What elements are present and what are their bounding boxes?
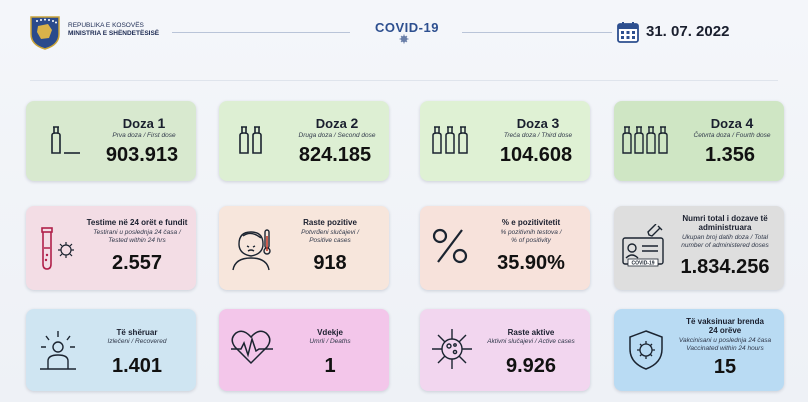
header-virus-icon	[399, 34, 409, 44]
vial-1-icon	[51, 126, 80, 154]
positivity-subtitle-sr: % pozitivnih testova /	[500, 229, 562, 236]
recovered-subtitle: Izlečeni / Recovered	[107, 338, 167, 345]
vaccination-card-icon: COVID-19	[622, 224, 664, 267]
vial-4-icon	[622, 126, 668, 154]
card-dose-1: Doza 1 Prva doza / First dose 903.913	[26, 101, 196, 181]
card-dose-3: Doza 3 Treća doza / Third dose 104.608	[420, 101, 590, 181]
deaths-subtitle: Umrli / Deaths	[309, 338, 351, 345]
dose-2-title: Doza 2	[315, 115, 359, 131]
total-doses-value: 1.834.256	[680, 256, 770, 278]
vaccinated-24h-title: Të vaksinuar brenda 24 orëve	[666, 317, 784, 335]
vaccinated-24h-subtitle-en: Vaccinated within 24 hours	[686, 345, 764, 352]
ministry-name: REPUBLIKA E KOSOVËS MINISTRIA E SHËNDETË…	[68, 22, 159, 38]
recovered-value: 1.401	[111, 355, 163, 377]
active-title: Raste aktive	[507, 328, 555, 337]
card-recovered: Të shëruar Izlečeni / Recovered 1.401	[26, 309, 196, 391]
card-total-doses: COVID-19 Numri total i dozave të adminis…	[614, 206, 784, 290]
header-divider	[30, 80, 778, 81]
card-positive: Raste pozitive Potvrđeni slučajevi / Pos…	[219, 206, 389, 290]
recovered-person-icon	[40, 331, 76, 370]
header: REPUBLIKA E KOSOVËS MINISTRIA E SHËNDETË…	[0, 0, 808, 60]
total-doses-subtitle-sr: Ukupan broj datih doza / Total	[681, 234, 769, 241]
total-doses-title-line1: Numri total i dozave të	[682, 214, 768, 223]
card-tests: Testime në 24 orët e fundit Testirani u …	[26, 206, 196, 290]
total-doses-title-line2: administruara	[698, 223, 752, 232]
dose-3-title: Doza 3	[516, 115, 560, 131]
calendar-icon	[617, 22, 639, 43]
positivity-value: 35.90%	[497, 252, 565, 274]
kosovo-emblem-icon	[30, 16, 60, 50]
dose-1-value: 903.913	[105, 144, 179, 166]
deaths-value: 1	[324, 355, 336, 377]
card-dose-2: Doza 2 Druga doza / Second dose 824.185	[219, 101, 389, 181]
vaccinated-24h-title-line2: 24 orëve	[708, 326, 742, 335]
dose-3-subtitle: Treća doza / Third dose	[503, 132, 573, 139]
tests-title: Testime në 24 orët e fundit	[86, 218, 188, 227]
vaccinated-24h-subtitle-sr: Vakcinisani u poslednja 24 časa	[678, 337, 772, 344]
dose-1-title: Doza 1	[122, 115, 166, 131]
sick-person-icon	[232, 229, 271, 271]
report-date: 31. 07. 2022	[646, 23, 730, 40]
card-active: Raste aktive Aktivni slučajevi / Active …	[420, 309, 590, 391]
heartbeat-icon	[231, 330, 273, 365]
positivity-subtitle: % pozitivnih testova / % of positivity	[472, 229, 590, 245]
positive-subtitle: Potvrđeni slučajevi / Positive cases	[271, 229, 389, 245]
positive-subtitle-sr: Potvrđeni slučajevi /	[301, 229, 359, 236]
ministry-country: REPUBLIKA E KOSOVËS	[68, 22, 144, 29]
test-tube-icon	[41, 227, 74, 270]
card-deaths: Vdekje Umrli / Deaths 1	[219, 309, 389, 391]
tests-subtitle: Testirani u poslednja 24 časa / Tested w…	[78, 229, 196, 245]
total-doses-subtitle: Ukupan broj datih doza / Total number of…	[666, 234, 784, 250]
total-doses-title: Numri total i dozave të administruara	[666, 214, 784, 232]
shield-virus-icon	[629, 330, 663, 370]
dose-4-title: Doza 4	[710, 115, 754, 131]
header-line-left	[172, 32, 350, 33]
svg-text:COVID-19: COVID-19	[631, 261, 654, 267]
active-subtitle: Aktivni slučajevi / Active cases	[487, 338, 575, 345]
positivity-title: % e pozitivitetit	[501, 218, 561, 227]
header-line-right	[462, 32, 612, 33]
positive-subtitle-en: Positive cases	[309, 237, 351, 244]
deaths-title: Vdekje	[317, 328, 343, 337]
percent-icon	[432, 228, 468, 264]
vaccinated-24h-value: 15	[713, 356, 737, 378]
dose-1-subtitle: Prva doza / First dose	[112, 132, 176, 139]
vaccinated-24h-subtitle: Vakcinisani u poslednja 24 časa Vaccinat…	[666, 337, 784, 353]
card-dose-4: Doza 4 Četvrta doza / Fourth dose 1.356	[614, 101, 784, 181]
card-vaccinated-24h: Të vaksinuar brenda 24 orëve Vakcinisani…	[614, 309, 784, 391]
positivity-subtitle-en: % of positivity	[511, 237, 551, 244]
page-title: COVID-19	[375, 20, 439, 35]
vial-2-icon	[239, 126, 262, 154]
dose-2-subtitle: Druga doza / Second dose	[298, 132, 376, 139]
dose-4-value: 1.356	[704, 144, 756, 166]
virus-icon	[432, 329, 472, 369]
vaccinated-24h-title-line1: Të vaksinuar brenda	[686, 317, 764, 326]
dose-4-subtitle: Četvrta doza / Fourth dose	[693, 132, 771, 139]
tests-subtitle-en: Tested within 24 hrs	[108, 237, 166, 244]
tests-subtitle-sr: Testirani u poslednja 24 časa /	[93, 229, 181, 236]
positive-title: Raste pozitive	[303, 218, 357, 227]
recovered-title: Të shëruar	[116, 328, 158, 337]
positive-value: 918	[313, 252, 347, 274]
ministry-title: MINISTRIA E SHËNDETËSISË	[68, 30, 160, 37]
dose-2-value: 824.185	[298, 144, 372, 166]
card-positivity: % e pozitivitetit % pozitivnih testova /…	[420, 206, 590, 290]
active-value: 9.926	[505, 355, 557, 377]
total-doses-subtitle-en: number of administered doses	[681, 242, 769, 249]
dose-3-value: 104.608	[499, 144, 573, 166]
tests-value: 2.557	[111, 252, 163, 274]
vial-3-icon	[432, 126, 468, 154]
